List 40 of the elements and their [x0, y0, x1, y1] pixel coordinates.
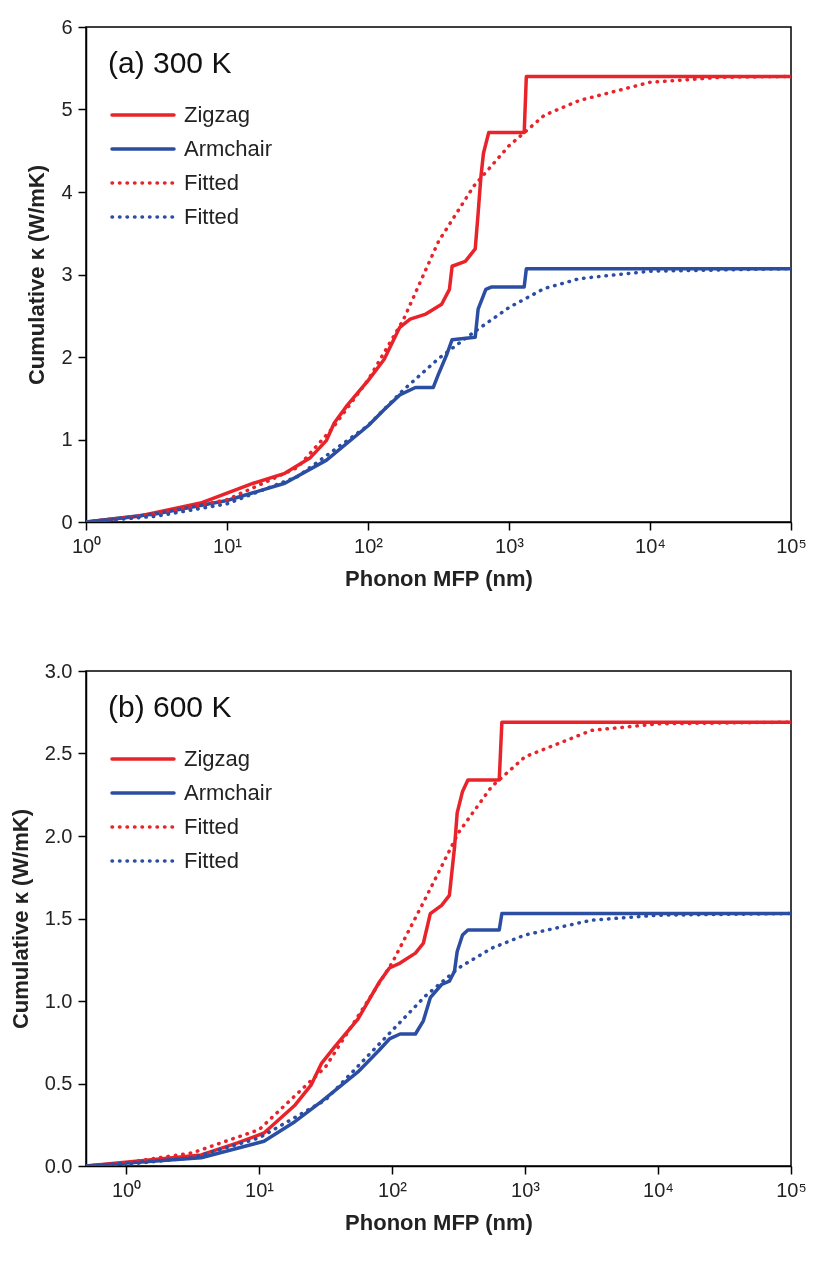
x-axis-title: Phonon MFP (nm): [345, 1209, 533, 1235]
x-tick-label: 10³: [511, 1178, 541, 1201]
legend-label: Fitted: [184, 204, 240, 229]
y-tick-label: 3.0: [44, 659, 73, 682]
y-axis-title: Cumulative κ (W/mK): [7, 808, 33, 1030]
y-tick-label: 2.5: [44, 742, 73, 764]
legend-label: Zigzag: [184, 746, 251, 771]
y-tick-label: 4: [61, 180, 73, 203]
y-axis-title: Cumulative κ (W/mK): [24, 164, 50, 386]
legend-label: Fitted: [184, 170, 240, 195]
x-tick-label: 10⁵: [776, 1178, 807, 1201]
y-tick-label: 3: [61, 263, 73, 285]
y-tick-label: 2: [61, 345, 73, 368]
x-tick-label: 10¹: [245, 1178, 275, 1201]
y-tick-label: 6: [61, 15, 73, 38]
x-tick-label: 10⁰: [111, 1178, 142, 1201]
y-tick-label: 0: [61, 510, 73, 533]
x-tick-label: 10³: [495, 534, 525, 557]
legend-label: Armchair: [184, 780, 273, 805]
y-tick-label: 0.0: [44, 1154, 73, 1177]
x-tick-label: 10¹: [213, 534, 243, 557]
annotation: (a) 300 K: [108, 46, 232, 79]
x-tick-label: 10⁵: [776, 534, 807, 557]
x-tick-label: 10⁴: [635, 534, 666, 557]
y-tick-label: 1.5: [44, 907, 73, 929]
y-tick-label: 2.0: [44, 824, 73, 847]
x-tick-label: 10⁴: [643, 1178, 674, 1201]
legend-label: Fitted: [184, 814, 240, 839]
legend-label: Zigzag: [184, 102, 251, 127]
legend-label: Fitted: [184, 848, 240, 873]
annotation: (b) 600 K: [108, 690, 232, 723]
legend-label: Armchair: [184, 136, 273, 161]
x-axis-title: Phonon MFP (nm): [345, 565, 533, 591]
y-tick-label: 5: [61, 98, 73, 120]
y-tick-label: 1.0: [44, 989, 73, 1012]
y-tick-label: 0.5: [44, 1072, 73, 1094]
x-tick-label: 10⁰: [71, 534, 102, 557]
y-tick-label: 1: [61, 428, 73, 450]
x-tick-label: 10²: [354, 534, 384, 557]
x-tick-label: 10²: [378, 1178, 408, 1201]
